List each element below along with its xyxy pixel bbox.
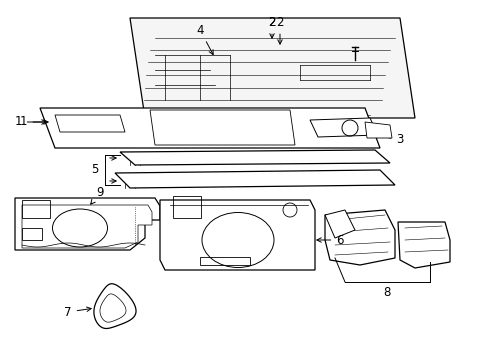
Bar: [200, 257, 249, 265]
Polygon shape: [94, 284, 136, 328]
Polygon shape: [160, 200, 314, 270]
Polygon shape: [150, 110, 294, 145]
Polygon shape: [40, 108, 379, 148]
Polygon shape: [130, 18, 414, 118]
Polygon shape: [115, 170, 394, 188]
Polygon shape: [55, 115, 125, 132]
Bar: [22, 200, 50, 218]
Polygon shape: [397, 222, 449, 268]
Polygon shape: [22, 205, 152, 248]
Polygon shape: [325, 210, 394, 265]
Text: 3: 3: [373, 134, 403, 147]
Text: 7: 7: [64, 306, 91, 319]
Text: 6: 6: [316, 234, 343, 247]
Polygon shape: [100, 294, 126, 322]
Text: 5: 5: [91, 163, 99, 176]
Polygon shape: [364, 122, 391, 138]
Polygon shape: [15, 198, 160, 250]
Text: 2: 2: [268, 15, 275, 28]
Text: 9: 9: [90, 186, 103, 204]
Text: 2: 2: [268, 15, 275, 38]
Text: 8: 8: [383, 285, 390, 298]
Text: 4: 4: [196, 23, 213, 55]
Text: 1: 1: [20, 116, 46, 129]
Polygon shape: [309, 118, 377, 137]
Polygon shape: [120, 150, 389, 165]
Text: 2: 2: [276, 15, 283, 44]
Bar: [173, 196, 201, 218]
Bar: [22, 228, 42, 240]
Polygon shape: [325, 210, 354, 238]
Text: 1: 1: [14, 116, 48, 129]
